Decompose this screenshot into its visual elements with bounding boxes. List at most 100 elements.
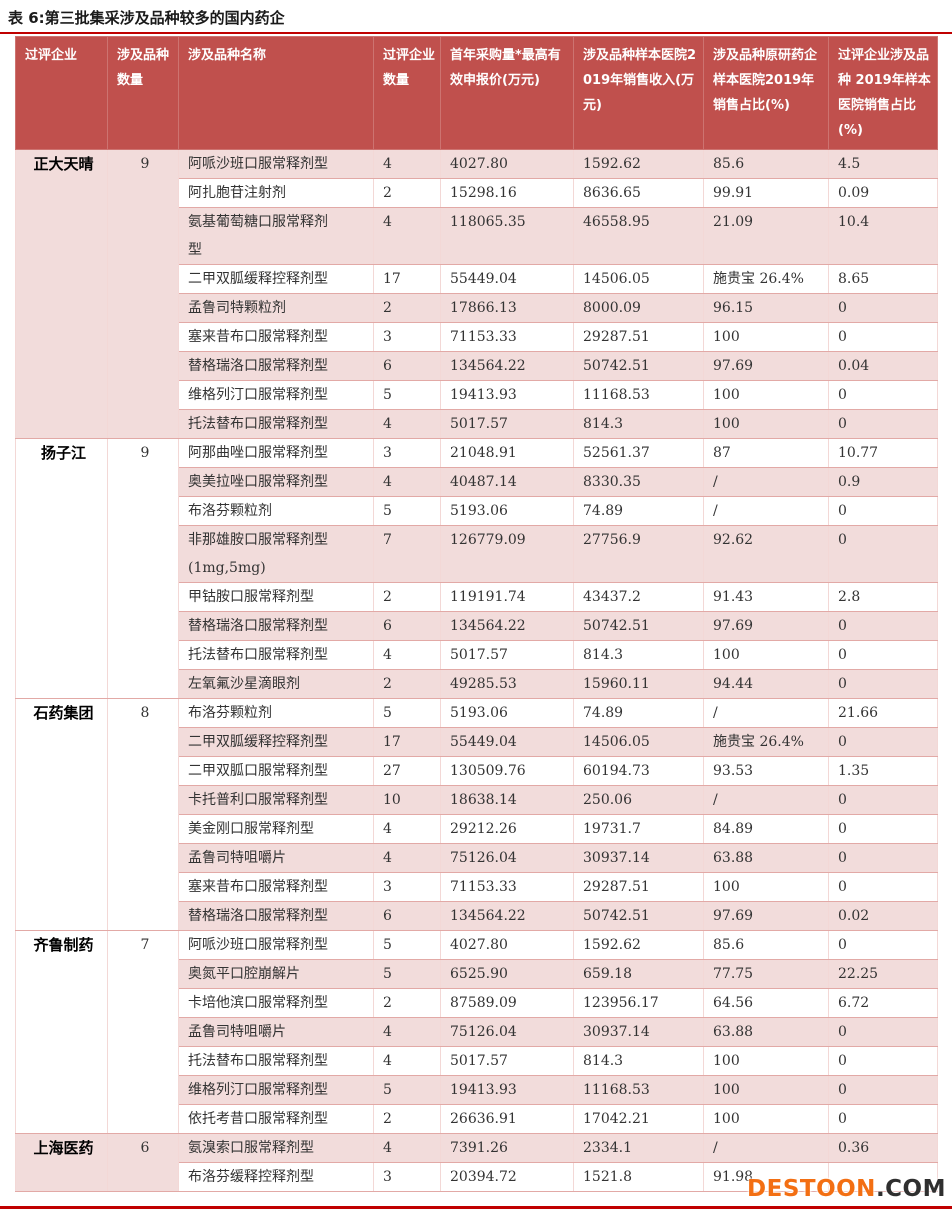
table-row: 孟鲁司特咀嚼片 4 75126.04 30937.14 63.88 0 bbox=[16, 1017, 938, 1047]
purchase-amount-cell: 71153.33 bbox=[440, 322, 574, 352]
table-row: 甲钴胺口服常释剂型 2 119191.74 43437.2 91.43 2.8 bbox=[16, 582, 938, 612]
table-row: 卡托普利口服常释剂型 10 18638.14 250.06/0 bbox=[16, 785, 938, 815]
originator-share-cell: 77.75 bbox=[703, 959, 829, 989]
passed-company-count-cell: 5 bbox=[373, 698, 441, 728]
passed-company-count-cell: 17 bbox=[373, 264, 441, 294]
sample-hospital-revenue-cell: 14506.05 bbox=[573, 264, 704, 294]
variety-name-cell: 非那雄胺口服常释剂型 (1mg,5mg) bbox=[178, 525, 374, 583]
table-row: 维格列汀口服常释剂型 5 19413.93 11168.53 100 0 bbox=[16, 1075, 938, 1105]
bottom-divider bbox=[0, 1206, 952, 1209]
table-row: 上海医药 6 氨溴索口服常释剂型 4 7391.26 2334.1/0.36 bbox=[15, 1133, 938, 1192]
purchase-amount-cell: 75126.04 bbox=[440, 1017, 574, 1047]
purchase-amount-cell: 5017.57 bbox=[440, 1046, 574, 1076]
sample-hospital-revenue-cell: 50742.51 bbox=[573, 901, 704, 931]
sample-hospital-revenue-cell: 43437.2 bbox=[573, 582, 704, 612]
originator-share-cell: 100 bbox=[703, 1046, 829, 1076]
company-share-cell: 10.4 bbox=[828, 207, 938, 265]
originator-share-cell: 93.53 bbox=[703, 756, 829, 786]
originator-share-cell: 91.98 bbox=[703, 1162, 829, 1192]
variety-name-cell: 阿那曲唑口服常释剂型 bbox=[178, 438, 374, 468]
purchase-amount-cell: 15298.16 bbox=[440, 178, 574, 208]
variety-name-cell: 替格瑞洛口服常释剂型 bbox=[178, 611, 374, 641]
header-purchase-amount: 首年采购量*最高有效申报价(万元) bbox=[440, 36, 574, 150]
passed-company-count-cell: 4 bbox=[373, 409, 441, 439]
table-row: 扬子江 9 阿那曲唑口服常释剂型 3 21048.91 52561.37 87 10.77 bbox=[15, 438, 938, 699]
table-row: 托法替布口服常释剂型 4 5017.57 814.3 100 0 bbox=[16, 640, 938, 670]
company-share-cell: 0.9 bbox=[828, 467, 938, 497]
company-share-cell: 0 bbox=[828, 727, 938, 757]
header-originator-share: 涉及品种原研药企样本医院2019年销售占比(%) bbox=[703, 36, 829, 150]
company-share-cell: 0.02 bbox=[828, 901, 938, 931]
purchase-amount-cell: 71153.33 bbox=[440, 872, 574, 902]
originator-share-cell: 施贵宝 26.4% bbox=[703, 727, 829, 757]
originator-share-cell: 施贵宝 26.4% bbox=[703, 264, 829, 294]
company-share-cell: 0 bbox=[828, 1017, 938, 1047]
sample-hospital-revenue-cell: 60194.73 bbox=[573, 756, 704, 786]
variety-count-cell: 8 bbox=[107, 698, 179, 931]
originator-share-cell: 99.91 bbox=[703, 178, 829, 208]
passed-company-count-cell: 6 bbox=[373, 611, 441, 641]
sample-hospital-revenue-cell: 74.89 bbox=[573, 698, 704, 728]
table-row: 塞来昔布口服常释剂型 3 71153.33 29287.51 100 0 bbox=[16, 872, 938, 902]
variety-name-cell: 氨溴索口服常释剂型 bbox=[178, 1133, 374, 1163]
company-share-cell: 21.66 bbox=[828, 698, 938, 728]
sample-hospital-revenue-cell: 814.3 bbox=[573, 409, 704, 439]
purchase-amount-cell: 19413.93 bbox=[440, 380, 574, 410]
company-cell: 石药集团 bbox=[15, 698, 108, 931]
table-row: 维格列汀口服常释剂型 5 19413.93 11168.53 100 0 bbox=[16, 380, 938, 410]
table-row: 布洛芬颗粒剂 5 5193.06 74.89/0 bbox=[16, 496, 938, 526]
company-share-cell: 1.35 bbox=[828, 756, 938, 786]
company-share-cell: 0 bbox=[828, 380, 938, 410]
passed-company-count-cell: 10 bbox=[373, 785, 441, 815]
table-header: 过评企业 涉及品种数量 涉及品种名称 过评企业数量 首年采购量*最高有效申报价(… bbox=[15, 36, 938, 150]
variety-name-cell: 塞来昔布口服常释剂型 bbox=[178, 872, 374, 902]
passed-company-count-cell: 5 bbox=[373, 930, 441, 960]
variety-name-cell: 阿哌沙班口服常释剂型 bbox=[178, 149, 374, 179]
passed-company-count-cell: 2 bbox=[373, 669, 441, 699]
header-company-share: 过评企业涉及品种 2019年样本医院销售占比(%) bbox=[828, 36, 938, 150]
purchase-amount-cell: 49285.53 bbox=[440, 669, 574, 699]
passed-company-count-cell: 5 bbox=[373, 1075, 441, 1105]
sample-hospital-revenue-cell: 15960.11 bbox=[573, 669, 704, 699]
sample-hospital-revenue-cell: 8636.65 bbox=[573, 178, 704, 208]
table-title: 表 6:第三批集采涉及品种较多的国内药企 bbox=[8, 9, 285, 27]
table-row: 托法替布口服常释剂型 4 5017.57 814.3 100 0 bbox=[16, 1046, 938, 1076]
originator-share-cell: 64.56 bbox=[703, 988, 829, 1018]
passed-company-count-cell: 2 bbox=[373, 293, 441, 323]
passed-company-count-cell: 2 bbox=[373, 582, 441, 612]
company-share-cell: 0 bbox=[828, 843, 938, 873]
variety-name-cell: 孟鲁司特颗粒剂 bbox=[178, 293, 374, 323]
passed-company-count-cell: 4 bbox=[373, 814, 441, 844]
header-row: 过评企业 涉及品种数量 涉及品种名称 过评企业数量 首年采购量*最高有效申报价(… bbox=[15, 36, 938, 150]
sample-hospital-revenue-cell: 2334.1 bbox=[573, 1133, 704, 1163]
passed-company-count-cell: 7 bbox=[373, 525, 441, 583]
passed-company-count-cell: 4 bbox=[373, 640, 441, 670]
company-share-cell: 22.25 bbox=[828, 959, 938, 989]
originator-share-cell: 100 bbox=[703, 380, 829, 410]
passed-company-count-cell: 3 bbox=[373, 438, 441, 468]
originator-share-cell: 97.69 bbox=[703, 611, 829, 641]
sample-hospital-revenue-cell: 74.89 bbox=[573, 496, 704, 526]
table-row: 孟鲁司特咀嚼片 4 75126.04 30937.14 63.88 0 bbox=[16, 843, 938, 873]
variety-name-cell: 布洛芬颗粒剂 bbox=[178, 698, 374, 728]
purchase-amount-cell: 134564.22 bbox=[440, 611, 574, 641]
variety-name-cell: 二甲双胍口服常释剂型 bbox=[178, 756, 374, 786]
passed-company-count-cell: 3 bbox=[373, 872, 441, 902]
table-row: 二甲双胍口服常释剂型 27 130509.76 60194.73 93.53 1.35 bbox=[16, 756, 938, 786]
company-share-cell: 0 bbox=[828, 814, 938, 844]
company-share-cell: 0 bbox=[828, 293, 938, 323]
purchase-amount-cell: 126779.09 bbox=[440, 525, 574, 583]
company-share-cell: 0 bbox=[828, 496, 938, 526]
sample-hospital-revenue-cell: 30937.14 bbox=[573, 1017, 704, 1047]
variety-count-cell: 6 bbox=[107, 1133, 179, 1192]
company-cell: 正大天晴 bbox=[15, 149, 108, 439]
variety-name-cell: 卡托普利口服常释剂型 bbox=[178, 785, 374, 815]
sample-hospital-revenue-cell: 29287.51 bbox=[573, 322, 704, 352]
sample-hospital-revenue-cell: 30937.14 bbox=[573, 843, 704, 873]
sample-hospital-revenue-cell: 8000.09 bbox=[573, 293, 704, 323]
purchase-amount-cell: 130509.76 bbox=[440, 756, 574, 786]
sample-hospital-revenue-cell: 123956.17 bbox=[573, 988, 704, 1018]
variety-name-cell: 孟鲁司特咀嚼片 bbox=[178, 1017, 374, 1047]
company-share-cell: 6.72 bbox=[828, 988, 938, 1018]
sample-hospital-revenue-cell: 11168.53 bbox=[573, 380, 704, 410]
